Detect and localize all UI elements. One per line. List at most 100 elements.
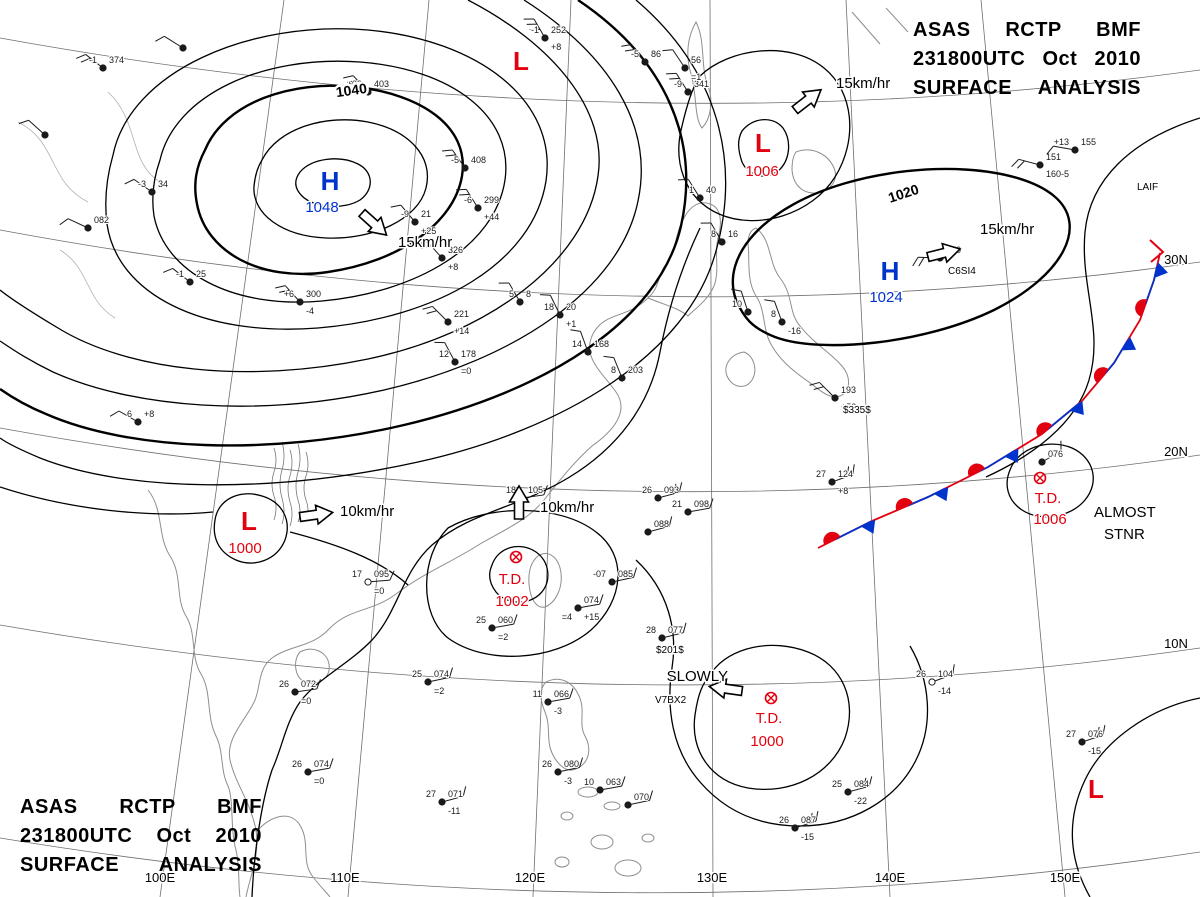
station-circle-icon: [584, 348, 592, 356]
station-value: 21: [672, 499, 682, 509]
lon-label: 130E: [697, 870, 728, 885]
station-circle-icon: [296, 298, 304, 306]
isobars-group-shape: [425, 509, 619, 657]
wind-barb-icon-shape: [109, 410, 120, 417]
wind-barb-icon: [687, 498, 714, 513]
annotation-text: $201$: [656, 645, 684, 656]
wind-barb-icon-shape: [603, 355, 614, 359]
station-value: 26: [542, 759, 552, 769]
station-value: 074: [314, 759, 329, 769]
wind-barb-icon: [700, 222, 723, 243]
station-plot: 28 077: [645, 622, 687, 642]
wind-barb-icon-shape: [367, 579, 390, 583]
wind-barb-icon-shape: [577, 603, 600, 609]
front-symbol-cold-icon: [933, 486, 949, 502]
station-value: 11: [533, 689, 542, 699]
station-value: 074: [584, 595, 599, 605]
station-circle-icon: [84, 224, 92, 232]
station-value: 080: [564, 759, 579, 769]
wind-barb-icon-shape: [672, 49, 686, 69]
wind-barb-icon-shape: [441, 795, 464, 803]
station-plot: -1 252 +8: [523, 18, 567, 53]
station-plot: 11 066 -3: [532, 688, 574, 717]
front-symbol-warm-icon: [1135, 299, 1148, 317]
station-value: 088: [654, 519, 669, 529]
coastlines-shape: [147, 489, 241, 897]
wind-barb-icon-shape: [329, 758, 334, 769]
wind-barb-icon-shape: [952, 664, 955, 675]
movement-arrow-label: 10km/hr: [540, 499, 594, 516]
coastlines-shape: [255, 815, 331, 897]
pressure-center-value-high-1048: 1048: [305, 199, 338, 216]
station-circle-icon: [696, 194, 704, 202]
wind-barb-icon: [599, 776, 626, 791]
wind-barb-icon-shape: [813, 386, 824, 390]
wind-barb-icon: [557, 757, 584, 773]
wind-barb-icon: [427, 667, 454, 683]
station-value: -15: [801, 832, 814, 842]
station-circle-icon: [778, 318, 786, 326]
wind-barb-icon-shape: [164, 35, 184, 49]
station-value: 077: [668, 625, 683, 635]
station-circle-icon: [928, 678, 936, 686]
wind-barb-icon-shape: [155, 35, 165, 42]
station-value: -9: [401, 209, 409, 219]
wind-barb-icon-shape: [75, 53, 86, 59]
wind-barb-icon-shape: [18, 119, 29, 125]
wind-barb-icon-shape: [456, 188, 467, 191]
station-plot: +6 300 -4: [275, 285, 322, 317]
isobars-group-shape: [985, 117, 1200, 478]
station-circle-icon: [684, 88, 692, 96]
station-value: 26: [292, 759, 302, 769]
coastlines-shape: [851, 7, 909, 45]
station-circle-icon: [554, 768, 562, 776]
wind-barb-icon: [491, 614, 518, 629]
station-plot: -5 408: [442, 149, 487, 172]
td-cross-icon: [766, 693, 776, 703]
isobars-group-shape: [0, 0, 600, 373]
station-circle-icon: [438, 254, 446, 262]
wind-barb-icon: [657, 482, 683, 499]
wind-barb-icon-shape: [526, 23, 538, 25]
movement-arrow-icon: [508, 484, 530, 520]
station-value: =0: [461, 366, 471, 376]
wind-barb-icon: [809, 381, 836, 399]
station-value: 25: [476, 615, 486, 625]
wind-barb-icon-shape: [931, 674, 953, 683]
wind-barb-icon-shape: [459, 193, 470, 196]
wind-barb-icon-shape: [465, 189, 479, 209]
station-value: 8: [711, 229, 716, 239]
station-value: =0: [314, 776, 324, 786]
station-value: 084: [854, 779, 869, 789]
wind-barb-icon-shape: [1017, 160, 1025, 169]
wind-barb-icon-shape: [307, 767, 330, 773]
coastlines-shape: [603, 801, 621, 811]
station-circle-icon: [618, 374, 626, 382]
wind-barb-icon-shape: [1018, 158, 1041, 166]
station-value: 26: [642, 485, 652, 495]
station-plot: 1 40: [678, 178, 717, 202]
wind-barb-icon-shape: [442, 149, 453, 152]
station-circle-icon: [424, 678, 432, 686]
wind-barb-icon-shape: [1096, 726, 1100, 738]
wind-barb-icon-shape: [687, 507, 710, 513]
station-value: 160-5: [1046, 169, 1069, 179]
annotation-text: C6SI4: [948, 266, 976, 277]
station-value: 28: [646, 625, 656, 635]
wind-barb-icon-shape: [1081, 734, 1104, 743]
station-value: 5: [509, 289, 514, 299]
wind-barb-icon-shape: [445, 154, 456, 157]
td-1000: T.D. 1000: [749, 691, 785, 752]
station-circle-icon: [364, 578, 372, 586]
station-value: +1: [566, 319, 576, 329]
wind-barb-icon-shape: [710, 222, 723, 243]
wind-barb-icon-shape: [275, 285, 286, 289]
station-value: 087: [801, 815, 816, 825]
title-line-3: SURFACE ANALYSIS: [20, 854, 262, 876]
station-value: -6: [464, 195, 472, 205]
station-value: +14: [454, 326, 469, 336]
wind-barb-icon-shape: [633, 567, 638, 578]
wind-barb-icon-shape: [682, 622, 687, 633]
station-value: 56: [691, 55, 701, 65]
isobar-label: 1040: [335, 80, 368, 100]
